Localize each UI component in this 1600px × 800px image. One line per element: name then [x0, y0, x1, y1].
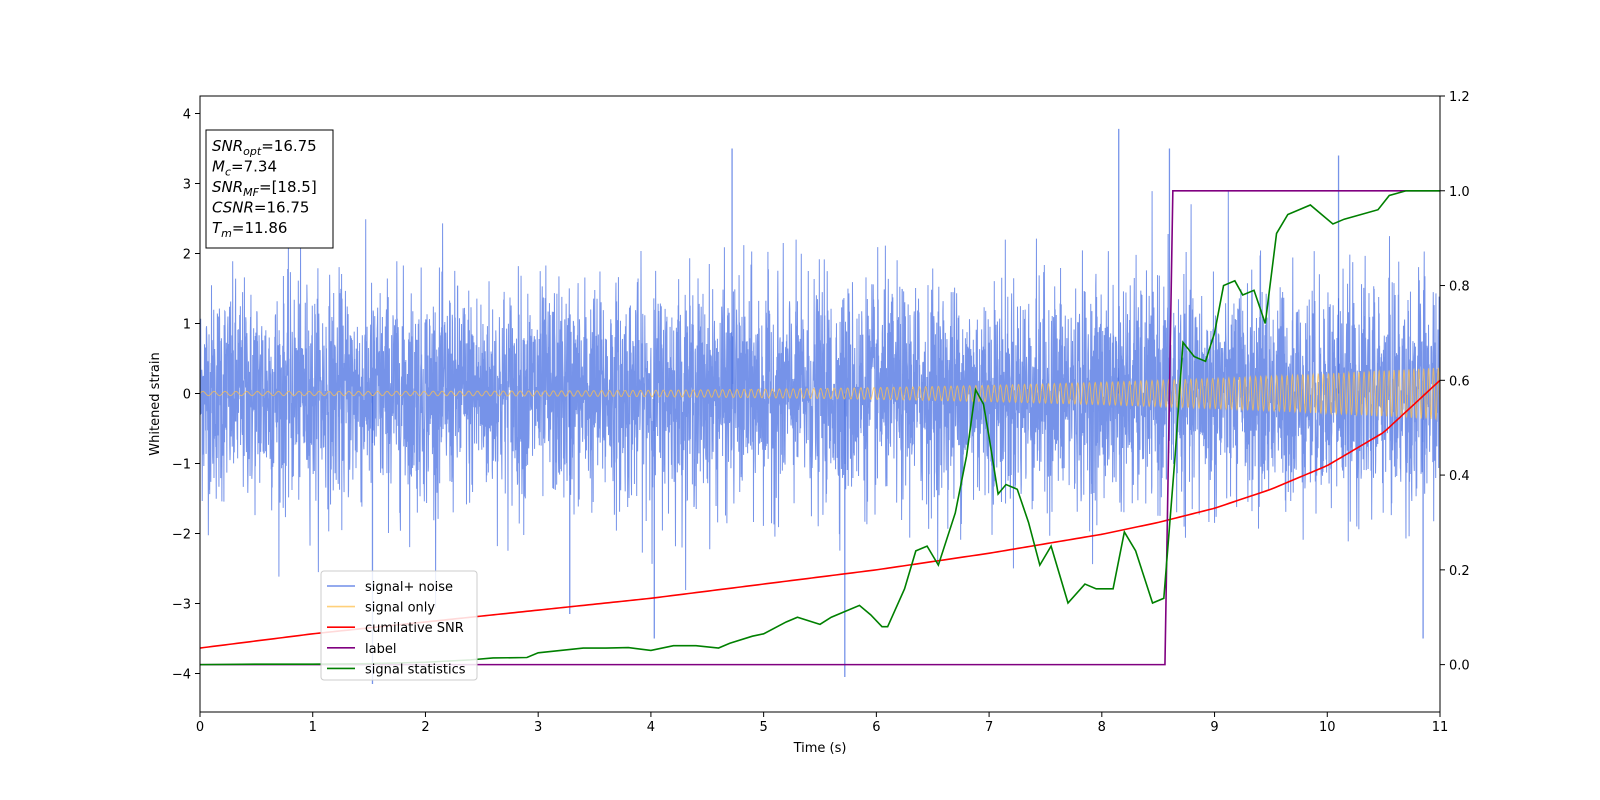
series-label-line	[200, 189, 1440, 666]
y2-tick-label: 1.0	[1449, 185, 1470, 200]
series-layer	[200, 128, 1440, 684]
axes-layer: 0 1 2 3 4 5 6 7 8 9 10 11 −4 −3 −2 −1 0 1 2 3 4 0.0 0.2 0.4 0.6 0…	[172, 90, 1470, 735]
x-tick-label: 3	[534, 720, 542, 735]
x-tick-label: 0	[196, 720, 204, 735]
y2-tick-label: 0.0	[1449, 659, 1470, 674]
y2-tick-label: 0.2	[1449, 564, 1470, 579]
series-signal-only-line	[200, 367, 1440, 421]
y2-tick-label: 0.6	[1449, 374, 1470, 389]
x-tick-label: 7	[985, 720, 993, 735]
annotation-line: SNRopt=16.75	[212, 137, 317, 158]
x-tick-label: 2	[421, 720, 429, 735]
y-tick-label: 4	[183, 108, 191, 123]
y-tick-label: −1	[172, 458, 191, 473]
x-tick-label: 9	[1210, 720, 1218, 735]
plot-frame	[199, 95, 1441, 713]
y2-tick-label: 0.4	[1449, 469, 1470, 484]
annotation-box: SNRopt=16.75Mc=7.34SNRMF=[18.5]CSNR=16.7…	[205, 129, 334, 249]
series-signal-noise-line	[200, 190, 1440, 608]
y-tick-label: −2	[172, 528, 191, 543]
x-tick-label: 11	[1432, 720, 1449, 735]
y-tick-label: −4	[172, 668, 191, 683]
legend-label: signal only	[365, 601, 435, 616]
legend: signal+ noise signal only cumilative SNR la…	[320, 570, 478, 681]
x-tick-label: 1	[309, 720, 317, 735]
annotation-line: Tm=11.86	[212, 219, 287, 240]
x-tick-label: 8	[1098, 720, 1106, 735]
y-tick-label: −3	[172, 598, 191, 613]
y2-tick-label: 1.2	[1449, 90, 1470, 105]
annotation-line: SNRMF=[18.5]	[212, 178, 317, 199]
legend-label: signal+ noise	[365, 580, 453, 595]
legend-label: signal statistics	[365, 662, 466, 677]
y2-tick-label: 0.8	[1449, 280, 1470, 295]
y-tick-label: 0	[183, 388, 191, 403]
annotation-line: Mc=7.34	[212, 158, 277, 179]
x-tick-label: 10	[1319, 720, 1336, 735]
x-tick-label: 5	[759, 720, 767, 735]
x-tick-label: 4	[647, 720, 655, 735]
y-tick-label: 2	[183, 248, 191, 263]
legend-label: cumilative SNR	[365, 621, 464, 636]
series-signal-statistics-line	[200, 189, 1440, 666]
annotation-line: CSNR=16.75	[212, 199, 309, 217]
legend-label: label	[365, 642, 396, 657]
x-axis-label: Time (s)	[793, 741, 847, 756]
y-tick-label: 3	[183, 178, 191, 193]
x-tick-label: 6	[872, 720, 880, 735]
y-axis-label: Whitened strain	[148, 352, 163, 455]
y-tick-label: 1	[183, 318, 191, 333]
